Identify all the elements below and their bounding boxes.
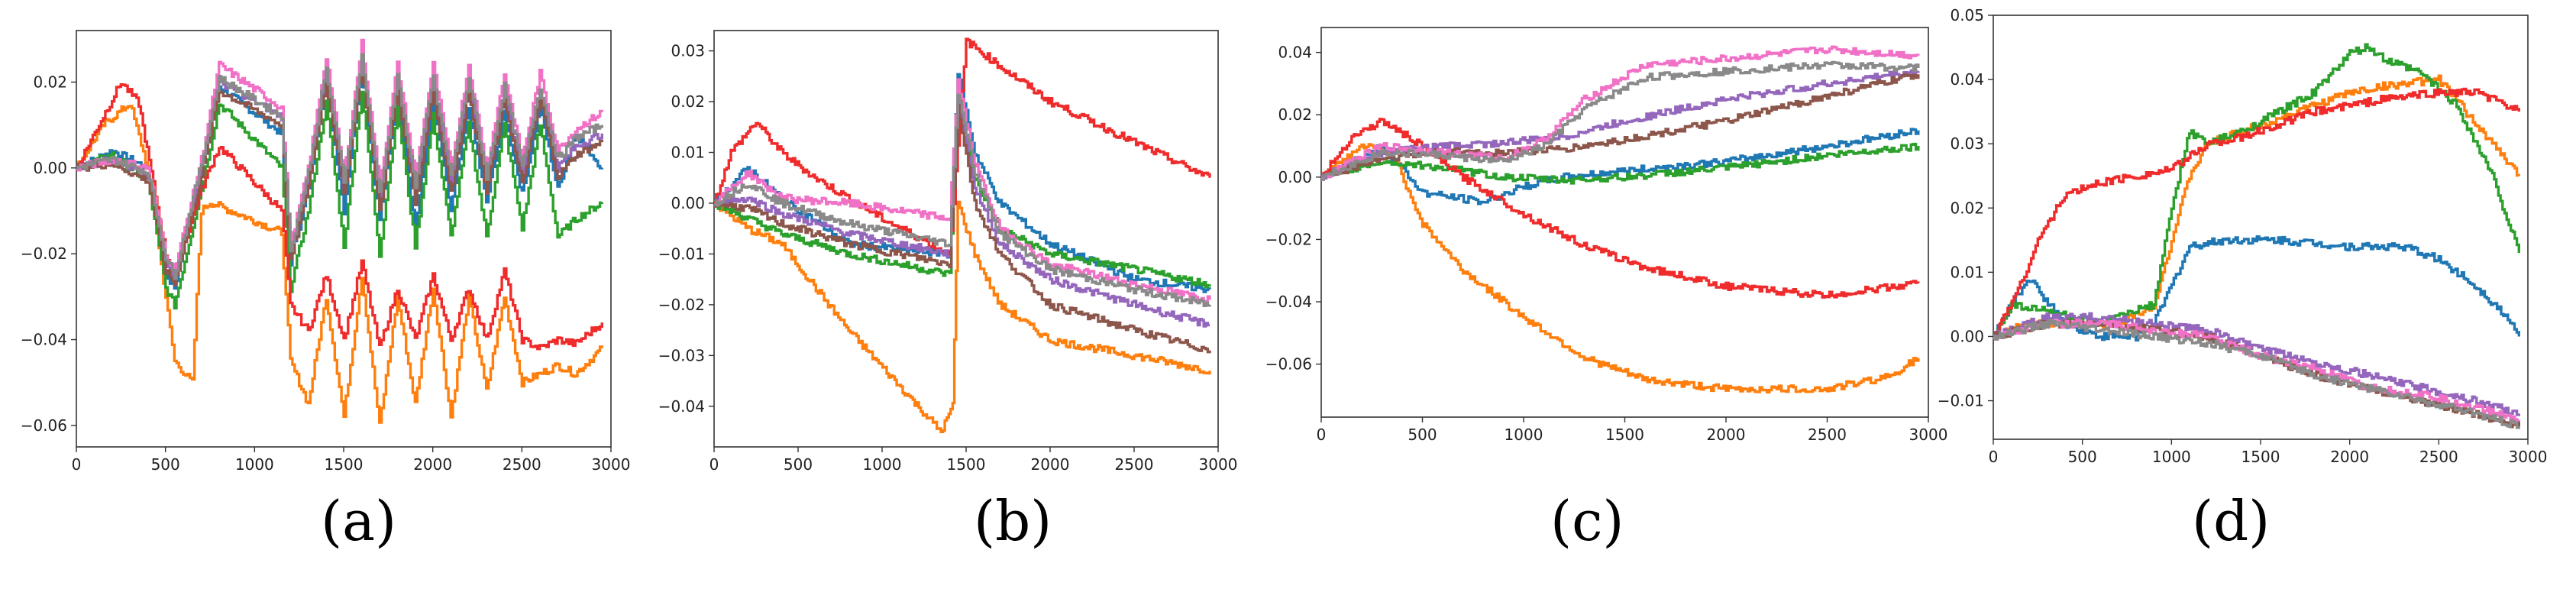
series-line-gray — [714, 93, 1211, 307]
y-tick-label: −0.06 — [1265, 355, 1312, 374]
chart-panel-a: 0 500 1000 1500 2000 2500 3000 −0.06 −0.04 −0.02 0… — [21, 30, 631, 474]
x-tick-label: 3000 — [1199, 455, 1238, 474]
x-tick-label: 2500 — [503, 455, 541, 474]
x-tick-label: 1000 — [235, 455, 274, 474]
y-tick-label: 0.00 — [1278, 168, 1312, 186]
series-line-blue — [1321, 128, 1920, 206]
y-tick-label: 0.02 — [671, 92, 705, 111]
y-tick-label: 0.01 — [671, 144, 705, 162]
x-tick-label: 1000 — [1505, 426, 1543, 444]
y-tick-label: 0.00 — [671, 194, 705, 212]
x-tick-label: 1500 — [325, 455, 364, 474]
x-tick-label: 3000 — [1909, 426, 1948, 444]
series-line-gray — [1993, 319, 2520, 429]
chart-panel-d: 0 500 1000 1500 2000 2500 3000 −0.01 0.00 0.01 0.0… — [1938, 6, 2548, 466]
y-tick-label: 0.04 — [1278, 44, 1312, 62]
x-tick-label: 2000 — [1707, 426, 1746, 444]
y-tick-label: −0.02 — [21, 244, 67, 263]
y-tick-label: 0.02 — [1950, 199, 1984, 217]
x-tick-label: 0 — [709, 455, 719, 474]
y-tick-label: 0.00 — [1950, 327, 1984, 345]
y-tick-label: 0.03 — [671, 42, 705, 60]
y-tick-label: 0.04 — [1950, 70, 1984, 89]
x-tick-label: 2000 — [413, 455, 452, 474]
y-tick-label: −0.02 — [658, 296, 705, 314]
series-line-orange — [1321, 143, 1920, 393]
x-tick-label: 500 — [784, 455, 813, 474]
chart-panel-b: 0 500 1000 1500 2000 2500 3000 −0.04 −0.03 −0.02 −… — [658, 30, 1238, 474]
y-tick-label: −0.02 — [1265, 230, 1312, 248]
x-tick-label: 0 — [72, 455, 82, 474]
y-tick-label: 0.05 — [1950, 6, 1984, 24]
y-tick-label: −0.01 — [1938, 392, 1984, 410]
series-line-gray — [1321, 60, 1920, 181]
series-line-green — [76, 90, 603, 310]
plot-frame-b — [713, 30, 1219, 448]
plot-area-d — [1993, 43, 2520, 429]
series-line-pink — [1321, 45, 1920, 180]
series-line-red — [1993, 87, 2520, 337]
series-line-orange — [76, 105, 603, 424]
y-tick-label: 0.02 — [33, 73, 67, 91]
x-tick-label: 1500 — [2241, 448, 2280, 466]
series-line-red — [1321, 118, 1920, 299]
series-line-brown — [76, 71, 603, 286]
plot-frame-d — [1993, 15, 2529, 440]
x-tick-label: 500 — [1408, 426, 1437, 444]
x-tick-label: 500 — [2068, 448, 2097, 466]
x-tick-label: 1000 — [863, 455, 902, 474]
plot-area-c — [1321, 45, 1920, 393]
x-tick-label: 1500 — [947, 455, 986, 474]
series-line-purple — [1993, 312, 2520, 416]
series-line-brown — [714, 104, 1211, 354]
y-tick-label: 0.03 — [1950, 134, 1984, 153]
y-tick-label: 0.02 — [1278, 105, 1312, 124]
x-tick-label: 3000 — [592, 455, 631, 474]
series-line-blue — [1993, 235, 2520, 341]
series-line-orange — [714, 200, 1211, 433]
y-tick-label: −0.04 — [1265, 293, 1312, 311]
y-tick-label: 0.01 — [1950, 263, 1984, 281]
panel-label-a: (a) — [321, 489, 397, 553]
x-tick-label: 2500 — [2419, 448, 2458, 466]
plot-area-a — [76, 38, 603, 424]
x-tick-label: 0 — [1317, 426, 1327, 444]
y-tick-label: −0.03 — [658, 346, 705, 364]
y-tick-label: −0.04 — [21, 331, 67, 349]
x-tick-label: 2000 — [1031, 455, 1070, 474]
y-tick-label: −0.06 — [21, 416, 67, 435]
panel-label-c: (c) — [1550, 489, 1624, 553]
series-line-red — [714, 37, 1211, 257]
x-tick-label: 2000 — [2330, 448, 2369, 466]
y-tick-label: 0.00 — [33, 159, 67, 177]
x-tick-label: 500 — [151, 455, 180, 474]
x-tick-label: 1500 — [1605, 426, 1644, 444]
series-line-green — [1321, 142, 1920, 185]
y-tick-label: −0.01 — [658, 244, 705, 263]
y-tick-label: −0.04 — [658, 397, 705, 416]
panel-label-d: (d) — [2192, 489, 2271, 553]
x-tick-label: 3000 — [2509, 448, 2548, 466]
series-line-gray — [76, 53, 603, 280]
x-tick-label: 2500 — [1115, 455, 1154, 474]
plot-area-b — [714, 37, 1211, 433]
panel-label-b: (b) — [974, 489, 1052, 553]
x-tick-label: 2500 — [1808, 426, 1847, 444]
x-tick-label: 0 — [1989, 448, 1999, 466]
x-tick-label: 1000 — [2152, 448, 2191, 466]
chart-panel-c: 0 500 1000 1500 2000 2500 3000 −0.06 −0.04 −0.02 0… — [1265, 27, 1948, 444]
